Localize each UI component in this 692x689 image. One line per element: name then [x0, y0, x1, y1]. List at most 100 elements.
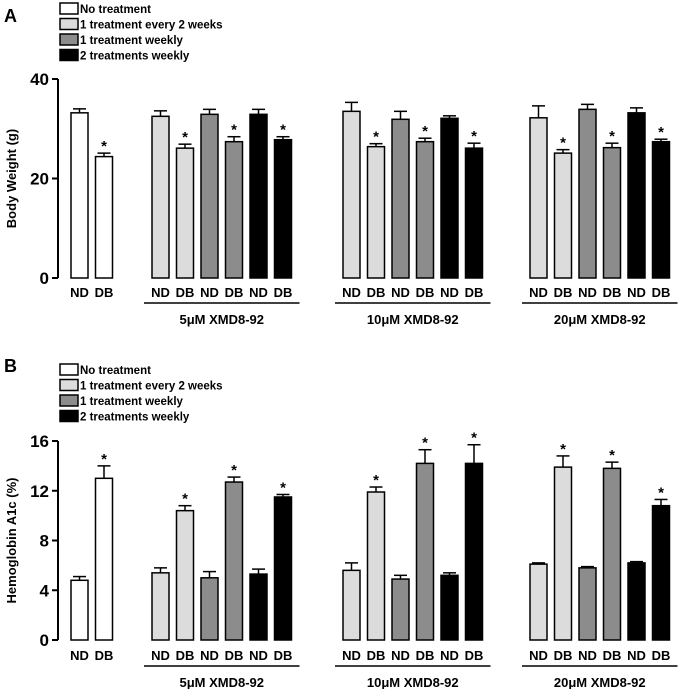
- significance-marker: *: [609, 128, 615, 145]
- bar: [224, 481, 244, 641]
- legend-label: 2 treatments weekly: [80, 412, 190, 424]
- bar: [440, 574, 459, 641]
- x-category-label: DB: [465, 648, 484, 663]
- x-category-label: DB: [465, 285, 484, 300]
- bar: [94, 155, 114, 279]
- legend-swatch: [59, 409, 79, 423]
- significance-marker: *: [422, 435, 428, 452]
- chart-panel-b: B No treatment 1 treatment every 2 weeks 1 …: [4, 356, 678, 689]
- y-tick-label: 12: [30, 482, 49, 501]
- y-tick-label: 0: [40, 631, 49, 650]
- significance-marker: *: [373, 129, 379, 146]
- x-category-label: DB: [652, 285, 671, 300]
- x-category-label: ND: [342, 285, 361, 300]
- x-category-label: ND: [391, 285, 410, 300]
- legend-swatch: [59, 48, 79, 62]
- significance-marker: *: [422, 123, 428, 140]
- legend-swatch: [59, 378, 79, 392]
- significance-marker: *: [280, 479, 286, 496]
- bar: [249, 573, 268, 641]
- bar: [651, 140, 671, 279]
- significance-marker: *: [280, 122, 286, 139]
- bar: [391, 118, 410, 279]
- x-category-label: ND: [151, 285, 170, 300]
- panel-letter: B: [4, 356, 17, 376]
- significance-marker: *: [231, 122, 237, 139]
- group-label: 5μM XMD8-92: [179, 675, 264, 689]
- legend-label: 1 treatment weekly: [80, 35, 184, 47]
- bar: [415, 462, 435, 641]
- x-category-label: ND: [627, 648, 646, 663]
- x-category-label: DB: [95, 285, 114, 300]
- y-axis-label: Body Weight (g): [4, 129, 19, 228]
- legend-swatch: [59, 2, 79, 15]
- bar: [151, 115, 170, 279]
- bar: [529, 117, 548, 279]
- x-category-label: ND: [151, 648, 170, 663]
- y-axis-label: Hemoglobin A1c (%): [4, 478, 19, 604]
- x-category-label: ND: [70, 285, 89, 300]
- group-label: 10μM XMD8-92: [367, 312, 459, 327]
- y-tick-label: 4: [40, 581, 50, 600]
- x-category-label: ND: [200, 285, 219, 300]
- legend-label: 1 treatment every 2 weeks: [80, 20, 223, 32]
- group-label: 20μM XMD8-92: [554, 312, 646, 327]
- bar: [342, 110, 361, 279]
- group-label: 10μM XMD8-92: [367, 675, 459, 689]
- bar: [175, 509, 195, 641]
- legend-swatch: [59, 363, 79, 376]
- x-category-label: DB: [603, 648, 622, 663]
- y-tick-label: 0: [40, 269, 49, 288]
- x-category-label: ND: [627, 285, 646, 300]
- significance-marker: *: [101, 138, 107, 155]
- x-category-label: ND: [70, 648, 89, 663]
- legend-swatch: [59, 17, 79, 31]
- x-category-label: DB: [652, 648, 671, 663]
- bar: [440, 117, 459, 279]
- x-category-label: DB: [416, 648, 435, 663]
- x-category-label: DB: [367, 648, 386, 663]
- bar: [627, 112, 646, 279]
- bar: [94, 477, 114, 641]
- x-category-label: ND: [200, 648, 219, 663]
- x-category-label: DB: [225, 285, 244, 300]
- bar: [200, 113, 219, 279]
- bar: [651, 504, 671, 641]
- bar: [415, 140, 435, 279]
- x-category-label: ND: [440, 648, 459, 663]
- legend-label: 1 treatment weekly: [80, 396, 184, 408]
- bar: [602, 146, 622, 279]
- x-category-label: DB: [274, 285, 293, 300]
- legend-label: 2 treatments weekly: [80, 51, 190, 63]
- x-category-label: ND: [342, 648, 361, 663]
- bar: [175, 147, 195, 279]
- bar: [627, 562, 646, 641]
- x-category-label: ND: [391, 648, 410, 663]
- significance-marker: *: [373, 472, 379, 489]
- bar: [578, 567, 597, 641]
- bar: [553, 152, 573, 279]
- x-category-label: DB: [554, 285, 573, 300]
- bar: [273, 138, 293, 279]
- bar: [366, 145, 386, 279]
- bar: [464, 462, 484, 641]
- y-tick-label: 16: [30, 432, 49, 451]
- bar: [529, 563, 548, 641]
- significance-marker: *: [560, 441, 566, 458]
- chart-panel-a: A No treatment 1 treatment every 2 weeks 1 …: [4, 2, 678, 327]
- group-label: 5μM XMD8-92: [179, 312, 264, 327]
- x-category-label: DB: [367, 285, 386, 300]
- bar: [273, 496, 293, 641]
- legend-label: No treatment: [80, 4, 151, 16]
- x-category-label: ND: [578, 648, 597, 663]
- significance-marker: *: [471, 430, 477, 447]
- bar: [578, 108, 597, 279]
- bar: [366, 491, 386, 641]
- x-category-label: ND: [249, 648, 268, 663]
- significance-marker: *: [560, 135, 566, 152]
- y-tick-label: 20: [30, 170, 49, 189]
- x-category-label: ND: [529, 648, 548, 663]
- x-category-label: ND: [440, 285, 459, 300]
- significance-marker: *: [658, 124, 664, 141]
- bar: [464, 147, 484, 279]
